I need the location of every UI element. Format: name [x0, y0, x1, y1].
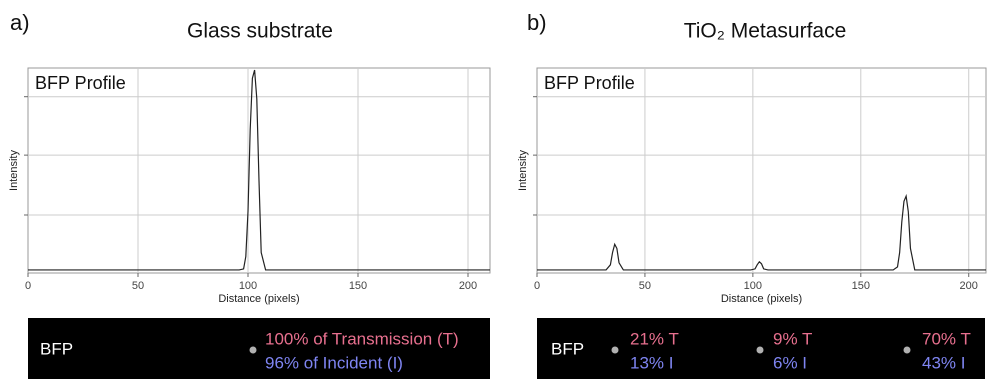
bfp-spot [612, 347, 619, 354]
x-tick-label: 150 [852, 280, 870, 292]
incident-label: 13% I [630, 353, 673, 372]
chart-title: Glass substrate [187, 20, 333, 43]
incident-label: 43% I [922, 353, 965, 372]
x-tick-label: 100 [239, 280, 257, 292]
panel-label: b) [527, 10, 547, 35]
bfp-spot [250, 347, 257, 354]
x-axis-label: Distance (pixels) [721, 293, 802, 305]
x-tick-label: 200 [459, 280, 477, 292]
transmission-label: 100% of Transmission (T) [265, 329, 459, 348]
incident-label: 96% of Incident (I) [265, 353, 403, 372]
strip-label: BFP [40, 339, 73, 358]
bfp-spot [904, 347, 911, 354]
x-tick-label: 0 [25, 280, 31, 292]
bfp-image [28, 318, 490, 379]
bfp-spot [757, 347, 764, 354]
plot-annotation: BFP Profile [35, 73, 126, 93]
x-axis-label: Distance (pixels) [218, 293, 299, 305]
chart-title: TiO₂ Metasurface [684, 20, 847, 43]
panel-label: a) [10, 10, 30, 35]
plot-frame [537, 68, 986, 273]
transmission-label: 70% T [922, 329, 971, 348]
transmission-label: 21% T [630, 329, 679, 348]
transmission-label: 9% T [773, 329, 812, 348]
y-axis-label: Intensity [8, 150, 20, 191]
strip-label: BFP [551, 339, 584, 358]
x-tick-label: 0 [534, 280, 540, 292]
x-tick-label: 100 [744, 280, 762, 292]
incident-label: 6% I [773, 353, 807, 372]
plot-annotation: BFP Profile [544, 73, 635, 93]
x-tick-label: 50 [639, 280, 651, 292]
x-tick-label: 150 [349, 280, 367, 292]
x-tick-label: 50 [132, 280, 144, 292]
figure: a) Glass substrate 0 50 100 150 200 Distance (p… [0, 0, 993, 379]
x-tick-label: 200 [960, 280, 978, 292]
y-axis-label: Intensity [517, 150, 529, 191]
